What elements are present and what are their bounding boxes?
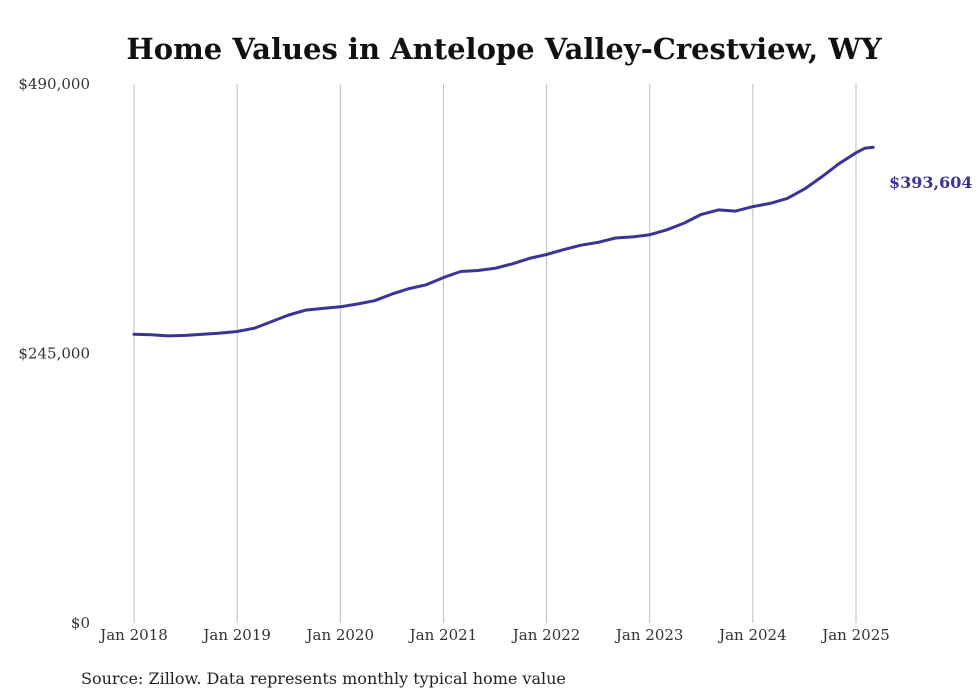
series-layer bbox=[132, 145, 875, 338]
source-note: Source: Zillow. Data represents monthly … bbox=[81, 669, 566, 688]
x-tick-label: Jan 2023 bbox=[614, 626, 684, 644]
x-tick-label: Jan 2018 bbox=[98, 626, 168, 644]
y-axis-ticks: $0 $245,000 $490,000 bbox=[18, 75, 90, 632]
y-tick-label: $490,000 bbox=[18, 75, 90, 93]
x-tick-label: Jan 2021 bbox=[408, 626, 478, 644]
x-axis-ticks: Jan 2018 Jan 2019 Jan 2020 Jan 2021 Jan 2022… bbox=[98, 626, 890, 644]
x-tick-label: Jan 2020 bbox=[305, 626, 375, 644]
x-tick-label: Jan 2019 bbox=[201, 626, 271, 644]
gridlines bbox=[133, 84, 857, 623]
end-value-label: $393,604 bbox=[889, 173, 973, 192]
y-tick-label: $245,000 bbox=[18, 345, 90, 363]
x-tick-label: Jan 2025 bbox=[820, 626, 890, 644]
x-tick-label: Jan 2024 bbox=[717, 626, 787, 644]
chart-title: Home Values in Antelope Valley-Crestview… bbox=[126, 32, 882, 66]
x-tick-label: Jan 2022 bbox=[511, 626, 581, 644]
series-line bbox=[132, 145, 875, 338]
y-tick-label: $0 bbox=[71, 614, 90, 632]
